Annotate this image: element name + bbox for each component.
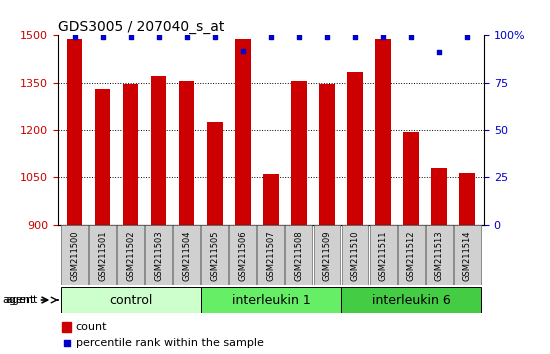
Text: agent: agent [3,295,35,305]
Point [62,340,71,346]
Bar [319,84,334,225]
Bar [370,225,397,285]
Bar [89,225,116,285]
Text: GSM211505: GSM211505 [210,230,219,281]
Bar [60,287,201,313]
Text: GSM211506: GSM211506 [238,230,248,281]
Bar [229,225,256,285]
Bar [263,174,279,225]
Bar [314,225,340,285]
Point [294,34,303,40]
Text: GSM211500: GSM211500 [70,230,79,281]
Point [463,34,471,40]
Text: control: control [109,293,152,307]
Text: GSM211501: GSM211501 [98,230,107,281]
Bar [285,225,312,285]
Bar [431,168,447,225]
Point [98,34,107,40]
Point [266,34,275,40]
Bar [117,225,144,285]
Text: GSM211507: GSM211507 [266,230,276,281]
Point [378,34,387,40]
Point [322,34,331,40]
Text: interleukin 6: interleukin 6 [372,293,450,307]
Bar [151,76,167,225]
Point [155,34,163,40]
Bar [398,225,425,285]
Bar [342,225,369,285]
Text: percentile rank within the sample: percentile rank within the sample [76,338,263,348]
Bar [347,72,362,225]
Bar [123,84,139,225]
Point [434,50,443,55]
Text: GSM211503: GSM211503 [154,230,163,281]
Text: interleukin 1: interleukin 1 [232,293,310,307]
Bar [375,39,390,225]
Bar [145,225,172,285]
Point [183,34,191,40]
Bar [179,81,195,225]
Bar [403,132,419,225]
Bar [67,39,82,225]
Text: count: count [76,322,107,332]
Text: GSM211508: GSM211508 [294,230,304,281]
Text: GSM211513: GSM211513 [434,230,444,281]
Text: GSM211502: GSM211502 [126,230,135,281]
Point [406,34,415,40]
Bar [454,225,481,285]
Bar [61,225,88,285]
Text: GSM211510: GSM211510 [350,230,360,281]
Bar [257,225,284,285]
Point [239,48,248,53]
Text: GSM211504: GSM211504 [182,230,191,281]
Bar [95,89,111,225]
Bar [459,173,475,225]
Bar [341,287,481,313]
Bar [201,287,341,313]
Point [211,34,219,40]
Bar [201,225,228,285]
Bar [173,225,200,285]
Bar [62,322,72,332]
Point [126,34,135,40]
Point [350,34,359,40]
Text: agent: agent [6,295,38,305]
Text: GSM211509: GSM211509 [322,230,332,281]
Bar [291,81,307,225]
Bar [207,122,223,225]
Text: GSM211514: GSM211514 [463,230,472,281]
Bar [235,39,251,225]
Text: GSM211511: GSM211511 [378,230,388,281]
Text: GDS3005 / 207040_s_at: GDS3005 / 207040_s_at [58,21,224,34]
Point [70,34,79,40]
Text: GSM211512: GSM211512 [406,230,416,281]
Bar [426,225,453,285]
